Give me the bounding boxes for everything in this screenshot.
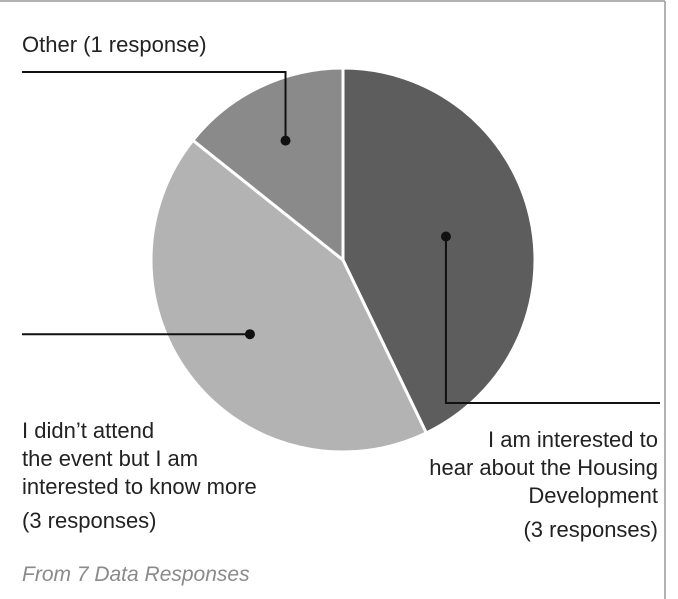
callout-didnt-attend-dot (244, 329, 255, 340)
pie-slices (149, 66, 537, 454)
callout-housing-line (444, 236, 660, 404)
slice-label-housing: I am interested to hear about the Housin… (429, 426, 658, 544)
slice-count: (3 responses) (22, 508, 157, 533)
slice-label-line: I didn’t attend (22, 418, 155, 443)
footnote: From 7 Data Responses (22, 563, 250, 586)
slice-count: (3 responses) (523, 517, 658, 542)
slice-label-didnt-attend: I didn’t attend the event but I am inter… (22, 417, 257, 535)
slice-other (191, 66, 345, 262)
slice-label-line: Development (528, 483, 658, 508)
callout-other-dot (280, 135, 291, 146)
slice-didnt-attend (149, 138, 428, 454)
slice-label-other: Other (1 response) (22, 31, 207, 59)
slice-housing (341, 66, 537, 435)
callout-leaders (22, 71, 660, 404)
slice-label-line: I am interested to (488, 427, 658, 452)
slice-label-line: interested to know more (22, 474, 257, 499)
callout-other-line (22, 71, 287, 141)
callout-housing-dot (440, 231, 451, 242)
slice-label-line: Other (1 response) (22, 32, 207, 57)
slice-label-line: hear about the Housing (429, 455, 658, 480)
slice-label-line: the event but I am (22, 446, 199, 471)
